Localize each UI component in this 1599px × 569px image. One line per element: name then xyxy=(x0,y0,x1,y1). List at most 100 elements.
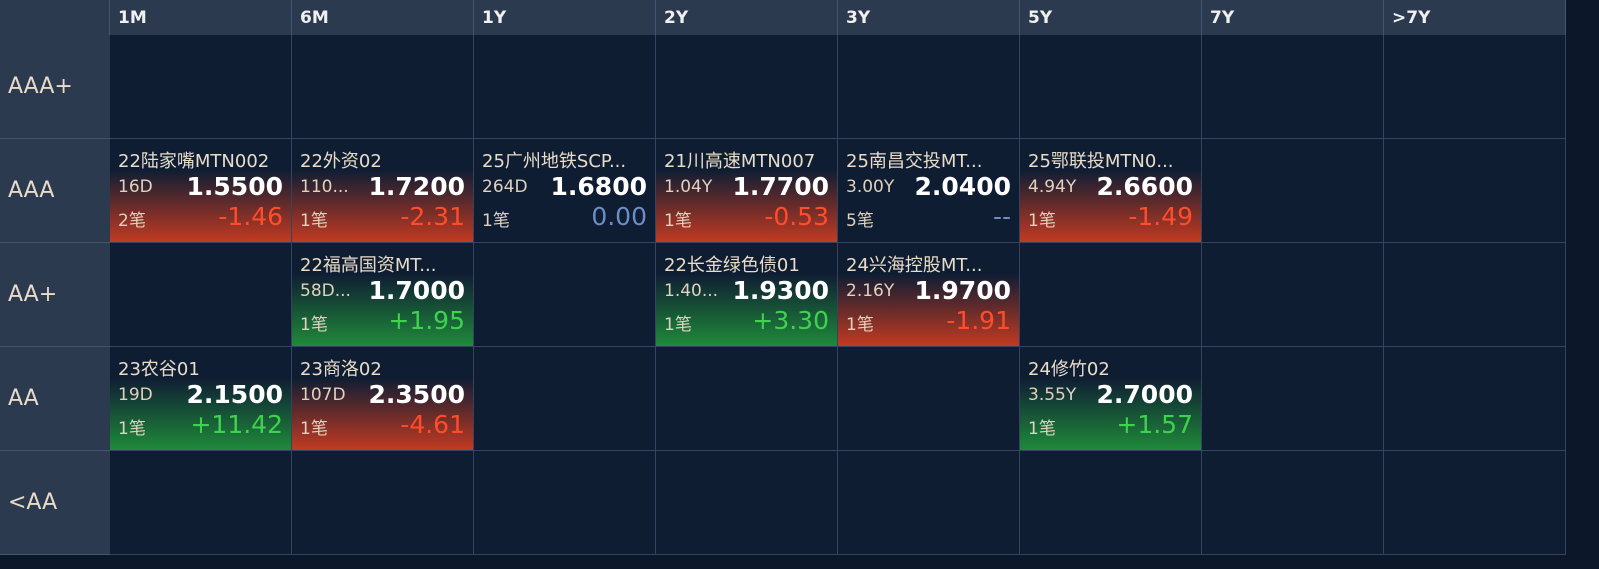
empty-cell xyxy=(1384,139,1566,243)
empty-cell xyxy=(1202,347,1384,451)
empty-cell xyxy=(1020,243,1202,347)
bond-quote[interactable]: 25鄂联投MTN0... 4.94Y 2.6600 1笔 -1.49 xyxy=(1020,139,1202,243)
row-label: AA xyxy=(0,347,110,451)
row-label: <AA xyxy=(0,451,110,555)
price: 1.9700 xyxy=(914,276,1011,305)
trade-count: 1笔 xyxy=(1028,211,1056,231)
change: +1.95 xyxy=(388,306,465,335)
trade-count: 1笔 xyxy=(482,211,510,231)
bond-quote[interactable]: 22陆家嘴MTN002 16D 1.5500 2笔 -1.46 xyxy=(110,139,292,243)
bond-name: 22福高国资MT... xyxy=(300,255,437,276)
bond-quote[interactable]: 25广州地铁SCP... 264D 1.6800 1笔 0.00 xyxy=(474,139,656,243)
trade-count: 1笔 xyxy=(300,211,328,231)
trade-count: 1笔 xyxy=(664,211,692,231)
empty-cell xyxy=(1384,243,1566,347)
empty-cell xyxy=(1202,451,1384,555)
bond-quote[interactable]: 21川高速MTN007 1.04Y 1.7700 1笔 -0.53 xyxy=(656,139,838,243)
empty-cell xyxy=(656,35,838,139)
bond-name: 24修竹02 xyxy=(1028,359,1110,380)
price: 1.7200 xyxy=(368,172,465,201)
bond-name: 22外资02 xyxy=(300,151,382,172)
price: 2.0400 xyxy=(914,172,1011,201)
empty-cell xyxy=(292,35,474,139)
bond-name: 22陆家嘴MTN002 xyxy=(118,151,270,172)
empty-cell xyxy=(474,243,656,347)
trade-count: 1笔 xyxy=(300,315,328,335)
bond-quote[interactable]: 24修竹02 3.55Y 2.7000 1笔 +1.57 xyxy=(1020,347,1202,451)
empty-cell xyxy=(474,347,656,451)
term: 1.40... xyxy=(664,281,719,301)
column-header: 5Y xyxy=(1020,0,1202,35)
term: 2.16Y xyxy=(846,281,895,301)
bond-name: 21川高速MTN007 xyxy=(664,151,816,172)
trade-count: 1笔 xyxy=(118,419,146,439)
bond-quote[interactable]: 23农谷01 19D 2.1500 1笔 +11.42 xyxy=(110,347,292,451)
empty-cell xyxy=(110,243,292,347)
empty-cell xyxy=(1020,451,1202,555)
change: +11.42 xyxy=(190,410,283,439)
term: 3.55Y xyxy=(1028,385,1077,405)
change: -0.53 xyxy=(764,202,829,231)
empty-cell xyxy=(1384,35,1566,139)
bond-name: 23商洛02 xyxy=(300,359,382,380)
row-label: AAA xyxy=(0,139,110,243)
bond-name: 24兴海控股MT... xyxy=(846,255,983,276)
empty-cell xyxy=(838,451,1020,555)
empty-cell xyxy=(1202,139,1384,243)
term: 58D... xyxy=(300,281,351,301)
term: 264D xyxy=(482,177,528,197)
bond-quote[interactable]: 22福高国资MT... 58D... 1.7000 1笔 +1.95 xyxy=(292,243,474,347)
bond-quote[interactable]: 22外资02 110... 1.7200 1笔 -2.31 xyxy=(292,139,474,243)
empty-cell xyxy=(1202,35,1384,139)
empty-cell xyxy=(110,451,292,555)
column-header: 6M xyxy=(292,0,474,35)
column-header: 1M xyxy=(110,0,292,35)
change: -4.61 xyxy=(400,410,465,439)
price: 2.3500 xyxy=(368,380,465,409)
change: -- xyxy=(992,202,1011,231)
change: -1.49 xyxy=(1128,202,1193,231)
price: 1.7700 xyxy=(732,172,829,201)
price: 1.6800 xyxy=(550,172,647,201)
column-header: 1Y xyxy=(474,0,656,35)
empty-cell xyxy=(474,451,656,555)
bond-quote[interactable]: 23商洛02 107D 2.3500 1笔 -4.61 xyxy=(292,347,474,451)
empty-cell xyxy=(838,35,1020,139)
trade-count: 5笔 xyxy=(846,211,874,231)
bond-name: 23农谷01 xyxy=(118,359,200,380)
quote-board: 1M 6M 1Y 2Y 3Y 5Y 7Y >7Y AAA+ AAA 22陆家嘴MTN002 16D 1.… xyxy=(0,0,1566,555)
trade-count: 1笔 xyxy=(300,419,328,439)
empty-cell xyxy=(1020,35,1202,139)
bond-quote[interactable]: 25南昌交投MT... 3.00Y 2.0400 5笔 -- xyxy=(838,139,1020,243)
bond-name: 22长金绿色债01 xyxy=(664,255,800,276)
change: +1.57 xyxy=(1116,410,1193,439)
term: 1.04Y xyxy=(664,177,713,197)
trade-count: 2笔 xyxy=(118,211,146,231)
term: 19D xyxy=(118,385,153,405)
bond-quote[interactable]: 22长金绿色债01 1.40... 1.9300 1笔 +3.30 xyxy=(656,243,838,347)
column-header: 3Y xyxy=(838,0,1020,35)
empty-cell xyxy=(1384,347,1566,451)
change: -1.46 xyxy=(218,202,283,231)
price: 2.7000 xyxy=(1096,380,1193,409)
empty-cell xyxy=(838,347,1020,451)
corner-header xyxy=(0,0,110,35)
column-header: 7Y xyxy=(1202,0,1384,35)
term: 3.00Y xyxy=(846,177,895,197)
price: 1.9300 xyxy=(732,276,829,305)
price: 2.1500 xyxy=(186,380,283,409)
trade-count: 1笔 xyxy=(664,315,692,335)
term: 107D xyxy=(300,385,346,405)
row-label: AA+ xyxy=(0,243,110,347)
bond-name: 25鄂联投MTN0... xyxy=(1028,151,1174,172)
change: -2.31 xyxy=(400,202,465,231)
price: 1.7000 xyxy=(368,276,465,305)
empty-cell xyxy=(110,35,292,139)
bond-quote[interactable]: 24兴海控股MT... 2.16Y 1.9700 1笔 -1.91 xyxy=(838,243,1020,347)
empty-cell xyxy=(1384,451,1566,555)
empty-cell xyxy=(292,451,474,555)
term: 110... xyxy=(300,177,349,197)
column-header: 2Y xyxy=(656,0,838,35)
empty-cell xyxy=(656,347,838,451)
trade-count: 1笔 xyxy=(1028,419,1056,439)
